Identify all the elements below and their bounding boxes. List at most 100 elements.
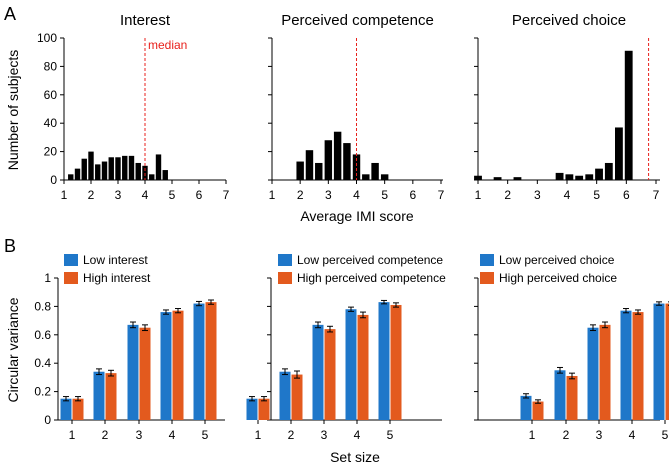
histogram-bar-a1 xyxy=(156,154,161,180)
histogram-bar-a3 xyxy=(474,176,482,180)
x-tick-label-b1: 5 xyxy=(202,428,209,442)
legend-swatch-b2 xyxy=(278,254,292,266)
high-bar-b1 xyxy=(206,302,217,420)
x-tick-label-b2: 3 xyxy=(321,428,328,442)
x-tick-label-a2: 4 xyxy=(353,188,360,202)
legend-label-b1: Low interest xyxy=(83,253,148,267)
high-bar-b2 xyxy=(292,375,303,420)
legend-label-b3: Low perceived choice xyxy=(499,253,615,267)
histogram-bar-a2 xyxy=(306,150,313,180)
histogram-bar-a1 xyxy=(149,174,154,180)
x-tick-label-a1: 2 xyxy=(88,188,95,202)
x-tick-label-a3: 3 xyxy=(534,188,541,202)
histogram-bar-a3 xyxy=(565,174,573,180)
legend-label-b2: Low perceived competence xyxy=(297,253,443,267)
low-bar-b2 xyxy=(379,302,390,420)
y-tick-label-a1: 80 xyxy=(44,59,58,73)
high-bar-b3 xyxy=(600,325,611,420)
y-tick-label-b1: 0.6 xyxy=(34,328,51,342)
histogram-bar-a3 xyxy=(514,177,522,180)
low-bar-b1 xyxy=(161,312,172,420)
low-bar-b1 xyxy=(128,325,139,420)
x-axis-label-a: Average IMI score xyxy=(300,208,414,224)
histogram-bar-a3 xyxy=(615,127,623,180)
histogram-bar-a1 xyxy=(163,170,168,180)
x-tick-label-a3: 6 xyxy=(623,188,630,202)
y-tick-label-a1: 0 xyxy=(50,173,57,187)
x-tick-label-b1: 4 xyxy=(169,428,176,442)
histogram-bar-a1 xyxy=(129,156,134,180)
y-tick-label-b1: 0.2 xyxy=(34,385,51,399)
x-tick-label-a2: 6 xyxy=(409,188,416,202)
x-tick-label-a1: 6 xyxy=(196,188,203,202)
x-tick-label-a3: 1 xyxy=(475,188,482,202)
histogram-bar-a3 xyxy=(575,176,583,180)
x-tick-label-a1: 7 xyxy=(223,188,230,202)
legend-swatch-b2 xyxy=(278,272,292,284)
high-bar-b2 xyxy=(325,329,336,420)
histogram-bar-a3 xyxy=(585,174,593,180)
histogram-bar-a1 xyxy=(102,162,107,180)
low-bar-b2 xyxy=(346,309,357,420)
y-tick-label-b1: 1 xyxy=(44,271,51,285)
histogram-bar-a1 xyxy=(142,166,147,180)
y-tick-label-a1: 40 xyxy=(44,116,58,130)
x-tick-label-a1: 3 xyxy=(115,188,122,202)
histogram-bar-a3 xyxy=(595,169,603,180)
histogram-bar-a2 xyxy=(325,140,332,180)
x-tick-label-b2: 2 xyxy=(288,428,295,442)
legend-swatch-b3 xyxy=(480,272,494,284)
x-tick-label-a2: 3 xyxy=(325,188,332,202)
low-bar-b2 xyxy=(280,372,291,420)
histogram-bar-a2 xyxy=(315,163,322,180)
chart-title-a3: Perceived choice xyxy=(512,12,626,29)
low-bar-b2 xyxy=(247,399,258,420)
high-bar-b3 xyxy=(567,376,578,420)
x-tick-label-a1: 5 xyxy=(169,188,176,202)
high-bar-b2 xyxy=(259,399,270,420)
low-bar-b3 xyxy=(654,304,665,420)
histogram-bar-a2 xyxy=(381,174,388,180)
histogram-bar-a3 xyxy=(556,173,564,180)
histogram-bar-a2 xyxy=(334,132,341,180)
low-bar-b1 xyxy=(194,304,205,420)
high-bar-b1 xyxy=(140,328,151,420)
y-tick-label-b1: 0.4 xyxy=(34,356,51,370)
histogram-bar-a1 xyxy=(109,157,114,180)
x-tick-label-a3: 5 xyxy=(593,188,600,202)
x-tick-label-a3: 7 xyxy=(653,188,660,202)
legend-label-b3: High perceived choice xyxy=(499,271,617,285)
histogram-bar-a1 xyxy=(82,159,87,180)
high-bar-b1 xyxy=(173,311,184,420)
x-axis-label-b: Set size xyxy=(330,449,380,465)
low-bar-b3 xyxy=(521,396,532,420)
low-bar-b3 xyxy=(555,370,566,420)
x-tick-label-a2: 2 xyxy=(297,188,304,202)
panel-a-label: A xyxy=(4,4,16,24)
x-tick-label-a1: 4 xyxy=(142,188,149,202)
median-label: median xyxy=(148,38,187,52)
low-bar-b1 xyxy=(94,372,105,420)
x-tick-label-a3: 4 xyxy=(564,188,571,202)
y-axis-label-a: Number of subjects xyxy=(5,50,21,171)
legend-swatch-b1 xyxy=(64,272,78,284)
histogram-bar-a1 xyxy=(75,169,80,180)
x-tick-label-b2: 5 xyxy=(387,428,394,442)
x-tick-label-a2: 7 xyxy=(438,188,445,202)
legend-swatch-b1 xyxy=(64,254,78,266)
histogram-bar-a1 xyxy=(68,174,73,180)
x-tick-label-b3: 2 xyxy=(563,428,570,442)
high-bar-b1 xyxy=(73,399,84,420)
histogram-bar-a2 xyxy=(296,162,303,180)
histogram-bar-a1 xyxy=(136,163,141,180)
x-tick-label-a2: 5 xyxy=(381,188,388,202)
low-bar-b3 xyxy=(588,328,599,420)
histogram-bar-a3 xyxy=(625,51,633,180)
x-tick-label-b2: 1 xyxy=(255,428,262,442)
x-tick-label-b3: 3 xyxy=(596,428,603,442)
histogram-bar-a1 xyxy=(88,152,93,180)
high-bar-b3 xyxy=(666,304,669,420)
x-tick-label-a1: 1 xyxy=(61,188,68,202)
